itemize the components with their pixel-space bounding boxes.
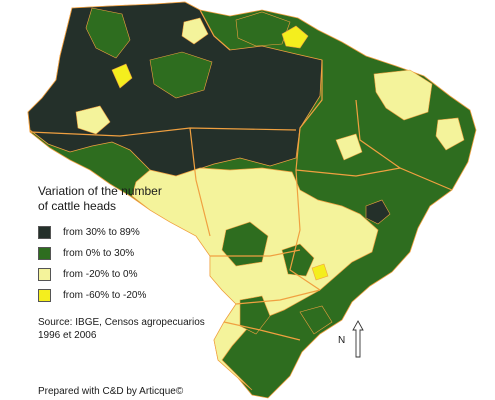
legend-swatch-light-yellow xyxy=(38,268,51,281)
map-legend: Variation of the number of cattle heads … xyxy=(38,184,238,306)
credit-note: Prepared with C&D by Articque© xyxy=(38,386,184,397)
legend-label: from 30% to 89% xyxy=(63,227,140,238)
map-region-green-amazon-3 xyxy=(235,11,291,47)
legend-item-minus20-to-0: from -20% to 0% xyxy=(38,264,238,285)
map-region-light-north-1 xyxy=(181,17,209,45)
map-region-green-amazon-2 xyxy=(149,51,213,99)
map-region-green-south-2 xyxy=(299,305,333,335)
legend-swatch-dark xyxy=(38,226,51,239)
legend-item-0-to-30: from 0% to 30% xyxy=(38,243,238,264)
map-region-yellow-center xyxy=(311,263,329,281)
legend-title-line1: Variation of the number xyxy=(38,184,162,198)
legend-title: Variation of the number of cattle heads xyxy=(38,184,238,214)
north-label: N xyxy=(338,335,346,346)
map-region-yellow-roraima xyxy=(281,25,309,49)
legend-label: from 0% to 30% xyxy=(63,248,135,259)
source-note: Source: IBGE, Censos agropecuarios 1996 … xyxy=(38,316,258,342)
legend-swatch-green xyxy=(38,247,51,260)
legend-swatch-yellow xyxy=(38,289,51,302)
map-region-green-center-1 xyxy=(221,221,269,267)
map-region-light-northeast xyxy=(373,69,433,121)
north-indicator: N xyxy=(338,320,378,360)
legend-label: from -20% to 0% xyxy=(63,269,138,280)
state-borders xyxy=(29,9,453,341)
legend-label: from -60% to -20% xyxy=(63,290,147,301)
map-region-dark-center xyxy=(365,199,391,225)
source-line1: Source: IBGE, Censos agropecuarios xyxy=(38,317,205,328)
map-region-light-northeast-3 xyxy=(335,133,363,161)
legend-title-line2: of cattle heads xyxy=(38,199,117,213)
map-region-light-west xyxy=(75,105,111,135)
legend-item-30-to-89: from 30% to 89% xyxy=(38,222,238,243)
north-arrow-icon xyxy=(352,320,364,358)
map-region-yellow-acre xyxy=(111,63,133,89)
map-region-light-northeast-2 xyxy=(435,117,465,151)
map-region-green-amazon-1 xyxy=(85,7,131,59)
map-region-green-south-1 xyxy=(239,295,271,335)
legend-item-minus60-to-minus20: from -60% to -20% xyxy=(38,285,238,306)
source-line2: 1996 et 2006 xyxy=(38,330,97,341)
